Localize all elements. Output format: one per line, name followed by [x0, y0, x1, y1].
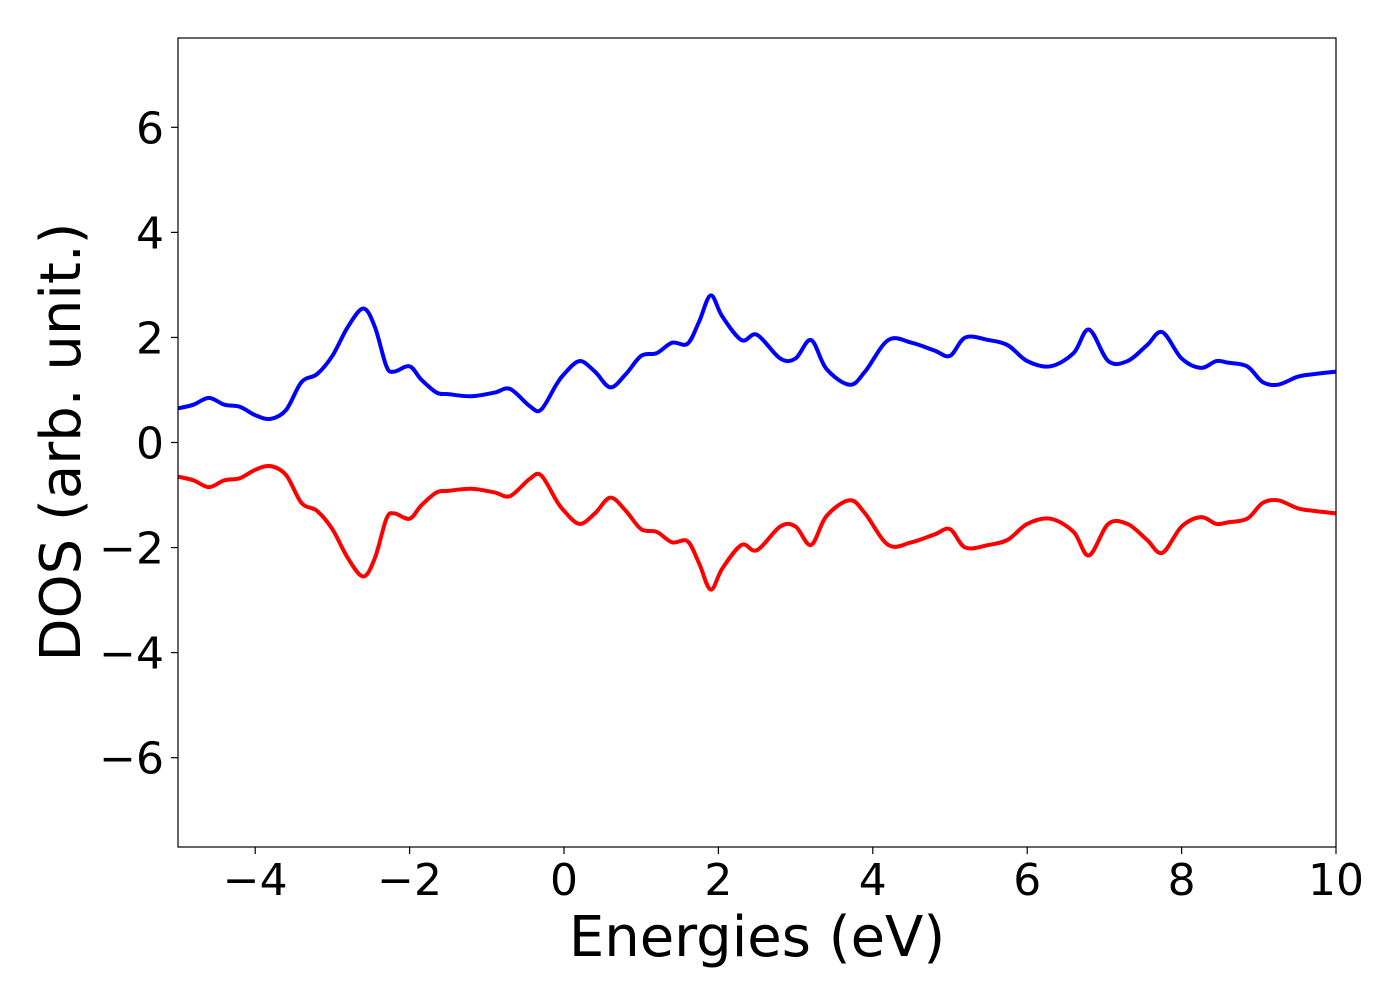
y-axis-title: DOS (arb. unit.) [29, 222, 94, 661]
x-tick-label: 4 [859, 855, 887, 906]
x-tick-label: 8 [1168, 855, 1196, 906]
series-line-2 [178, 463, 1336, 592]
x-tick-label: −2 [377, 855, 442, 906]
series-layer [178, 293, 1336, 592]
y-tick-label: 2 [136, 313, 164, 364]
y-axis: −6 −4 −2 0 2 4 6 [99, 103, 178, 785]
x-axis: −4 −2 0 2 4 6 8 10 [223, 847, 1364, 906]
plot-frame [177, 37, 1337, 848]
y-tick-label: 4 [136, 208, 164, 259]
y-tick-label: −6 [99, 734, 164, 785]
y-tick-label: 6 [136, 103, 164, 154]
x-tick-label: 6 [1013, 855, 1041, 906]
y-tick-label: −4 [99, 629, 164, 680]
series-line-1 [178, 293, 1336, 422]
x-tick-label: 2 [704, 855, 732, 906]
y-tick-label: −2 [99, 524, 164, 575]
x-tick-label: 0 [550, 855, 578, 906]
x-tick-label: 10 [1308, 855, 1364, 906]
x-axis-title: Energies (eV) [569, 905, 945, 970]
x-tick-label: −4 [223, 855, 288, 906]
y-tick-label: 0 [136, 419, 164, 470]
